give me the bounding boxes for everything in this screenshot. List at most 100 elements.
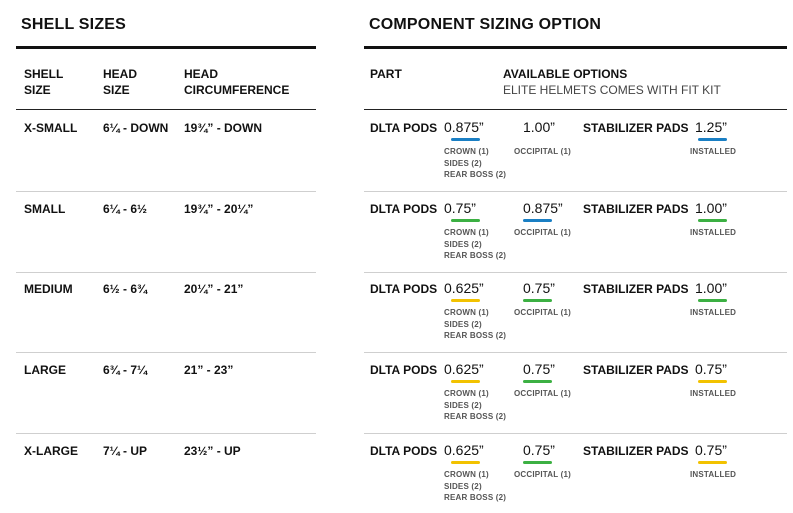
crown-pod-location: CROWN (1)	[444, 389, 489, 398]
occipital-pod-value: 0.875”	[523, 200, 563, 216]
header-line: SIZE	[103, 83, 130, 97]
row-divider	[364, 191, 787, 192]
crown-pod-value: 0.625”	[444, 361, 484, 377]
occipital-pod-location: OCCIPITAL (1)	[514, 228, 571, 237]
shell-size-cell: MEDIUM	[24, 282, 73, 296]
occipital-pod-location: OCCIPITAL (1)	[514, 470, 571, 479]
stabilizer-pad-color-bar	[698, 138, 727, 141]
row-divider	[16, 272, 316, 273]
crown-pod-color-bar	[451, 138, 480, 141]
crown-pod-location: REAR BOSS (2)	[444, 251, 507, 260]
stabilizer-pad-value: 1.00”	[695, 280, 727, 296]
header-line: SIZE	[24, 83, 51, 97]
occipital-pod-color-bar	[523, 299, 552, 302]
shell-size-cell: LARGE	[24, 363, 66, 377]
crown-pod-color-bar	[451, 219, 480, 222]
component-sizing-title: COMPONENT SIZING OPTION	[369, 16, 602, 33]
occipital-pod-color-bar	[523, 380, 552, 383]
fit-kit-note: ELITE HELMETS COMES WITH FIT KIT	[503, 83, 721, 97]
stabilizer-pad-color-bar	[698, 219, 727, 222]
crown-pod-color-bar	[451, 299, 480, 302]
stabilizer-pad-status: INSTALLED	[690, 470, 737, 479]
head-size-cell: 7¼ - UP	[103, 444, 148, 458]
occipital-pod-location: OCCIPITAL (1)	[514, 389, 571, 398]
header-line: HEAD	[103, 67, 138, 81]
stabilizer-pad-value: 1.25”	[695, 119, 727, 135]
header-part: PART	[370, 67, 402, 81]
header-line: AVAILABLE OPTIONS	[503, 67, 628, 81]
shell-size-cell: X-SMALL	[24, 121, 78, 135]
stabilizer-pads-label: STABILIZER PADS	[583, 121, 689, 135]
head-size-cell: 6½ - 6¾	[103, 282, 148, 296]
header-line: SHELL	[24, 67, 64, 81]
crown-pod-location: CROWN (1)	[444, 228, 489, 237]
shell-size-cell: SMALL	[24, 202, 66, 216]
crown-pod-location: CROWN (1)	[444, 308, 489, 317]
part-cell: DLTA PODS	[370, 282, 438, 296]
stabilizer-pad-value: 1.00”	[695, 200, 727, 216]
crown-pod-location: REAR BOSS (2)	[444, 170, 507, 179]
crown-pod-location: CROWN (1)	[444, 470, 489, 479]
stabilizer-pad-color-bar	[698, 380, 727, 383]
header-line: CIRCUMFERENCE	[184, 83, 290, 97]
stabilizer-pad-status: INSTALLED	[690, 228, 737, 237]
header-line: HEAD	[184, 67, 219, 81]
stabilizer-pad-color-bar	[698, 461, 727, 464]
row-divider	[16, 352, 316, 353]
header-head-size: HEAD SIZE	[103, 66, 137, 98]
crown-pod-color-bar	[451, 380, 480, 383]
crown-pod-location: REAR BOSS (2)	[444, 412, 507, 421]
row-divider	[16, 191, 316, 192]
crown-pod-location: SIDES (2)	[444, 158, 482, 168]
stabilizer-pads-label: STABILIZER PADS	[583, 202, 689, 216]
header-available-options: AVAILABLE OPTIONS ELITE HELMETS COMES WI…	[503, 66, 721, 98]
stabilizer-pad-status: INSTALLED	[690, 389, 737, 398]
stabilizer-pads-label: STABILIZER PADS	[583, 363, 689, 377]
row-divider	[16, 433, 316, 434]
head-circumference-cell: 20¼” - 21”	[184, 282, 244, 296]
crown-pod-location: SIDES (2)	[444, 481, 482, 491]
shell-size-cell: X-LARGE	[24, 444, 78, 458]
header-rule	[16, 109, 316, 110]
header-shell-size: SHELL SIZE	[24, 66, 63, 98]
occipital-pod-color-bar	[523, 219, 552, 222]
header-head-circumference: HEAD CIRCUMFERENCE	[184, 66, 289, 98]
crown-pod-location: REAR BOSS (2)	[444, 331, 507, 340]
head-circumference-cell: 23½” - UP	[184, 444, 241, 458]
stabilizer-pads-label: STABILIZER PADS	[583, 444, 689, 458]
row-divider	[364, 433, 787, 434]
stabilizer-pads-label: STABILIZER PADS	[583, 282, 689, 296]
row-divider	[364, 352, 787, 353]
part-cell: DLTA PODS	[370, 121, 438, 135]
crown-pod-value: 0.875”	[444, 119, 484, 135]
crown-pod-location: SIDES (2)	[444, 319, 482, 329]
crown-pod-location: CROWN (1)	[444, 147, 489, 156]
occipital-pod-value: 0.75”	[523, 361, 555, 377]
crown-pod-value: 0.625”	[444, 280, 484, 296]
shell-sizes-title: SHELL SIZES	[21, 16, 127, 33]
occipital-pod-location: OCCIPITAL (1)	[514, 147, 571, 156]
crown-pod-value: 0.75”	[444, 200, 476, 216]
head-circumference-cell: 19¾” - 20¼”	[184, 202, 254, 216]
part-cell: DLTA PODS	[370, 444, 438, 458]
row-divider	[364, 272, 787, 273]
header-rule	[364, 109, 787, 110]
part-cell: DLTA PODS	[370, 202, 438, 216]
head-circumference-cell: 21” - 23”	[184, 363, 234, 377]
stabilizer-pad-value: 0.75”	[695, 442, 727, 458]
stabilizer-pad-value: 0.75”	[695, 361, 727, 377]
stabilizer-pad-status: INSTALLED	[690, 147, 737, 156]
part-cell: DLTA PODS	[370, 363, 438, 377]
title-rule	[16, 46, 316, 49]
head-size-cell: 6¼ - DOWN	[103, 121, 169, 135]
crown-pod-color-bar	[451, 461, 480, 464]
occipital-pod-value: 0.75”	[523, 280, 555, 296]
stabilizer-pad-status: INSTALLED	[690, 308, 737, 317]
occipital-pod-value: 1.00”	[523, 119, 555, 135]
stabilizer-pad-color-bar	[698, 299, 727, 302]
crown-pod-location: SIDES (2)	[444, 239, 482, 249]
crown-pod-value: 0.625”	[444, 442, 484, 458]
occipital-pod-color-bar	[523, 461, 552, 464]
occipital-pod-value: 0.75”	[523, 442, 555, 458]
head-circumference-cell: 19¾” - DOWN	[184, 121, 263, 135]
